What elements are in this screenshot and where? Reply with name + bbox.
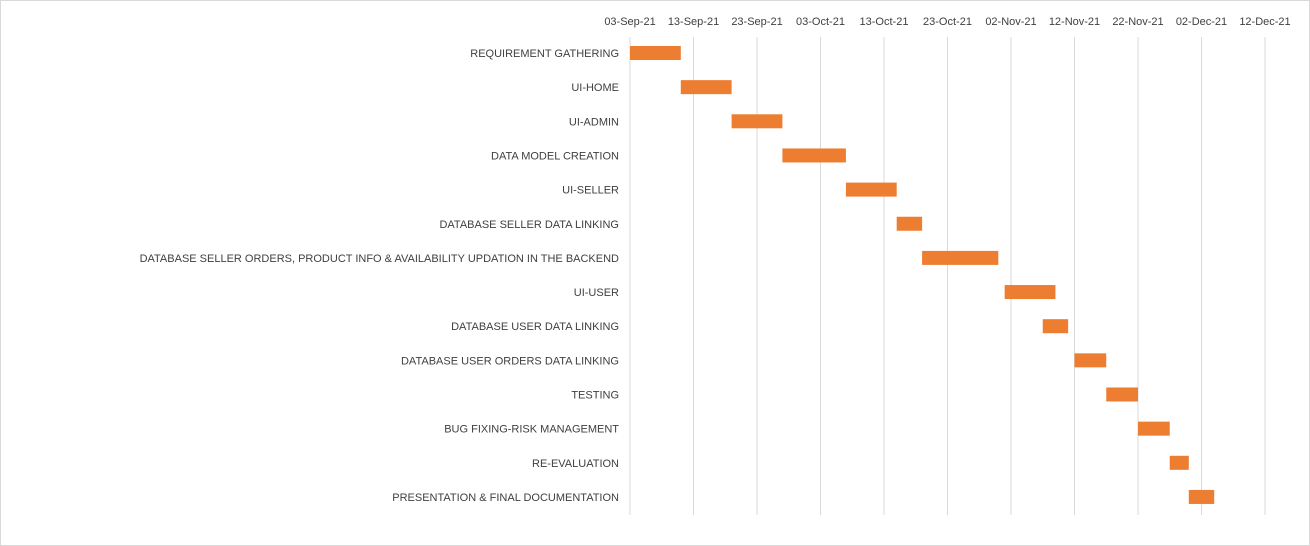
task-label: BUG FIXING-RISK MANAGEMENT bbox=[444, 424, 619, 436]
task-bar bbox=[1074, 353, 1107, 368]
x-tick-label: 02-Dec-21 bbox=[1176, 16, 1227, 28]
task-label: DATABASE USER ORDERS DATA LINKING bbox=[401, 355, 619, 367]
task-bar bbox=[680, 80, 732, 95]
task-label: UI-ADMIN bbox=[569, 116, 619, 128]
task-label: REQUIREMENT GATHERING bbox=[470, 48, 619, 60]
x-tick-label: 23-Sep-21 bbox=[731, 16, 782, 28]
task-bar bbox=[731, 114, 783, 129]
task-label: TESTING bbox=[571, 390, 619, 402]
task-bar bbox=[1188, 489, 1215, 504]
task-bars bbox=[630, 46, 1215, 504]
task-bar bbox=[922, 250, 999, 265]
task-bar bbox=[1004, 285, 1056, 300]
x-tick-label: 03-Sep-21 bbox=[604, 16, 655, 28]
task-label: UI-SELLER bbox=[562, 185, 619, 197]
task-bar bbox=[782, 148, 846, 163]
x-tick-label: 03-Oct-21 bbox=[796, 16, 845, 28]
task-label: DATABASE USER DATA LINKING bbox=[451, 321, 619, 333]
task-bar bbox=[630, 46, 681, 60]
task-bar bbox=[1106, 387, 1138, 402]
task-labels: REQUIREMENT GATHERING UI-HOME UI-ADMIN DATA… bbox=[140, 48, 620, 504]
x-tick-label: 12-Dec-21 bbox=[1239, 16, 1290, 28]
grid-layer bbox=[629, 37, 1266, 515]
task-label: PRESENTATION & FINAL DOCUMENTATION bbox=[392, 492, 619, 504]
task-label: DATABASE SELLER ORDERS, PRODUCT INFO & A… bbox=[140, 253, 619, 265]
task-label: UI-USER bbox=[574, 287, 619, 299]
x-axis-ticks: 03-Sep-21 13-Sep-21 23-Sep-21 03-Oct-21 13-O… bbox=[604, 16, 1290, 28]
x-tick-label: 22-Nov-21 bbox=[1112, 16, 1163, 28]
task-label: RE-EVALUATION bbox=[532, 458, 619, 470]
task-bar bbox=[1138, 421, 1170, 436]
x-tick-label: 12-Nov-21 bbox=[1049, 16, 1100, 28]
task-label: DATA MODEL CREATION bbox=[491, 150, 619, 162]
task-bar bbox=[896, 216, 923, 231]
task-bar bbox=[845, 182, 897, 197]
x-tick-label: 23-Oct-21 bbox=[923, 16, 972, 28]
task-bar bbox=[1042, 319, 1069, 334]
x-tick-label: 13-Sep-21 bbox=[668, 16, 719, 28]
task-label: DATABASE SELLER DATA LINKING bbox=[439, 219, 619, 231]
x-tick-label: 02-Nov-21 bbox=[985, 16, 1036, 28]
task-bar bbox=[1169, 455, 1189, 470]
task-label: UI-HOME bbox=[571, 82, 619, 94]
x-tick-label: 13-Oct-21 bbox=[860, 16, 909, 28]
